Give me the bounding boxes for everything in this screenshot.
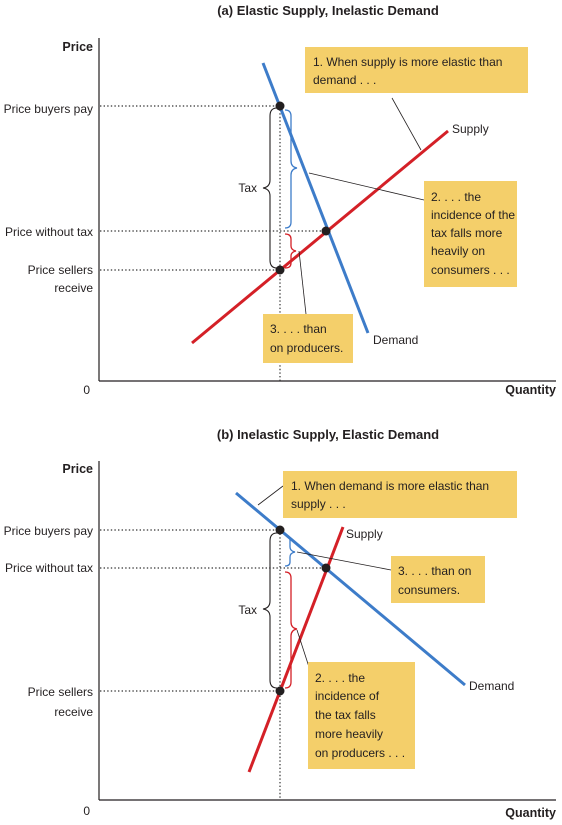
panel-a-note2-box — [424, 181, 517, 287]
panel-b-price-sellers-label-line1: Price sellers — [28, 685, 93, 699]
panel-a-note3-line1: 3. . . . than — [270, 322, 327, 336]
panel-b-note2-line2: incidence of — [315, 689, 380, 703]
panel-a-consumer-brace — [284, 109, 298, 229]
panel-a-note3-box — [263, 314, 353, 363]
panel-b-price-without-tax-label: Price without tax — [5, 561, 93, 575]
panel-a-note1-box — [305, 47, 528, 93]
panel-b-sellers-point — [275, 686, 285, 696]
panel-b-x-axis-label: Quantity — [505, 806, 556, 820]
panel-a-y-axis-label: Price — [62, 40, 93, 54]
panel-b-note1-line1: 1. When demand is more elastic than — [291, 479, 489, 493]
panel-a-supply-label: Supply — [452, 122, 489, 136]
panel-a-price-buyers-pay-label: Price buyers pay — [4, 102, 93, 116]
panel-a-price-sellers-label-line1: Price sellers — [28, 263, 93, 277]
panel-a-note1-leader — [391, 97, 422, 151]
panel-b-price-buyers-pay-label: Price buyers pay — [4, 524, 93, 538]
panel-b: (b) Inelastic Supply, Elastic Demand Pri… — [4, 427, 556, 820]
panel-b-y-axis-label: Price — [62, 462, 93, 476]
panel-a-note2-line4: heavily on — [431, 244, 485, 258]
panel-a-x-axis-label: Quantity — [505, 383, 556, 397]
panel-b-origin-label: 0 — [83, 804, 90, 818]
panel-b-supply-label: Supply — [346, 527, 383, 541]
panel-b-note1-line2: supply . . . — [291, 497, 346, 511]
panel-a-note1-line2: demand . . . — [313, 73, 376, 87]
panel-b-buyers-point — [275, 525, 285, 535]
panel-a-price-sellers-label-line2: receive — [54, 281, 93, 295]
panel-a-tax-label: Tax — [238, 181, 257, 195]
panel-a: (a) Elastic Supply, Inelastic Demand Pri… — [4, 3, 556, 397]
panel-a-note3-leader — [298, 250, 307, 315]
panel-a-sellers-point — [275, 265, 285, 275]
panel-a-price-without-tax-label: Price without tax — [5, 225, 93, 239]
panel-b-equilibrium-point — [321, 563, 331, 573]
panel-b-tax-brace — [262, 532, 278, 689]
panel-b-note2-line3: the tax falls — [315, 708, 376, 722]
panel-a-equilibrium-point — [321, 226, 331, 236]
panel-b-note2-line5: on producers . . . — [315, 746, 405, 760]
panel-a-note2-line5: consumers . . . — [431, 263, 510, 277]
panel-a-buyers-point — [275, 101, 285, 111]
panel-a-supply-curve — [191, 129, 449, 345]
panel-b-tax-label: Tax — [238, 603, 257, 617]
panel-a-note2-line2: incidence of the — [431, 208, 515, 222]
panel-b-note3-line2: consumers. — [398, 583, 460, 597]
panel-b-price-sellers-label-line2: receive — [54, 705, 93, 719]
panel-a-title: (a) Elastic Supply, Inelastic Demand — [217, 3, 439, 18]
panel-b-consumer-brace — [284, 534, 296, 567]
panel-b-note2-box — [308, 662, 415, 769]
panel-a-note3-line2: on producers. — [270, 341, 343, 355]
panel-b-note3-leader — [296, 551, 392, 571]
panel-a-origin-label: 0 — [83, 383, 90, 397]
panel-b-note2-line4: more heavily — [315, 727, 383, 741]
panel-a-note1-line1: 1. When supply is more elastic than — [313, 55, 502, 69]
panel-b-note1-leader — [257, 485, 284, 506]
panel-b-demand-curve — [235, 491, 466, 687]
panel-a-note2-leader — [308, 172, 425, 201]
panel-b-note1-box — [283, 471, 517, 518]
panel-a-tax-brace — [262, 107, 278, 269]
panel-b-note2-line1: 2. . . . the — [315, 671, 365, 685]
panel-b-demand-label: Demand — [469, 679, 514, 693]
panel-b-note3-line1: 3. . . . than on — [398, 564, 471, 578]
panel-a-demand-label: Demand — [373, 333, 418, 347]
panel-b-note2-leader — [296, 629, 310, 668]
panel-a-producer-brace — [284, 233, 297, 269]
panel-b-note3-box — [391, 556, 485, 603]
panel-a-note2-line3: tax falls more — [431, 226, 503, 240]
panel-a-note2-line1: 2. . . . the — [431, 190, 481, 204]
panel-b-producer-brace — [284, 571, 298, 689]
panel-b-title: (b) Inelastic Supply, Elastic Demand — [217, 427, 439, 442]
